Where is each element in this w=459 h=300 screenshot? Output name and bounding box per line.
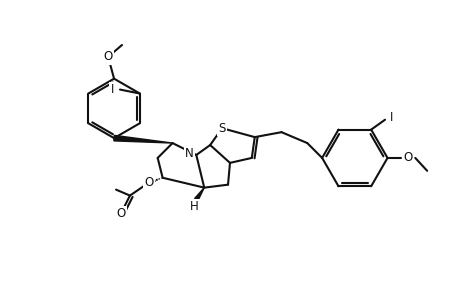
Text: I: I [389,111,393,124]
Text: N: N [185,148,193,160]
Text: H: H [190,200,198,213]
Text: O: O [103,50,112,63]
Text: O: O [403,152,412,164]
Polygon shape [113,135,172,143]
Text: I: I [110,83,113,96]
Text: O: O [144,176,153,189]
Text: O: O [116,207,125,220]
Text: S: S [218,122,225,135]
Polygon shape [194,188,204,201]
